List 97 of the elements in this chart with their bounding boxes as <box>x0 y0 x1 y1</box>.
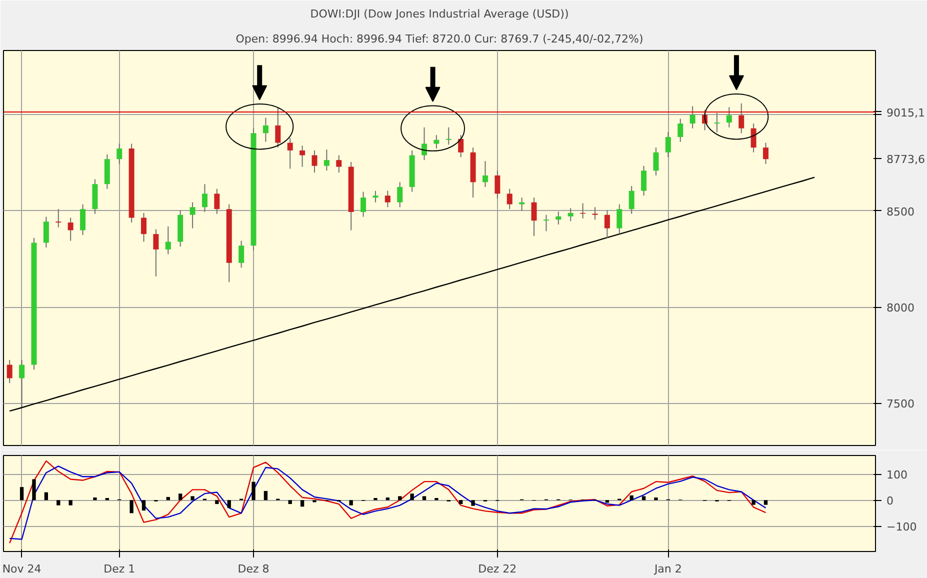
y-tick-label: −100 <box>886 520 917 534</box>
candlestick <box>238 240 244 268</box>
bar <box>764 500 768 505</box>
bar <box>349 500 353 506</box>
candlestick <box>750 123 756 153</box>
candlestick <box>762 142 768 164</box>
candlestick <box>446 126 452 146</box>
candlestick <box>519 197 525 212</box>
bar <box>68 500 72 506</box>
candlestick <box>43 216 49 248</box>
y-tick-label: 0 <box>886 494 894 508</box>
bar <box>752 500 756 505</box>
bar <box>264 490 268 500</box>
x-tick-label: Jan 2 <box>653 562 682 576</box>
candlestick <box>506 188 512 210</box>
bar <box>252 482 256 500</box>
candlestick <box>336 154 342 174</box>
candlestick <box>738 102 744 134</box>
candlestick <box>214 188 220 214</box>
bar <box>20 487 24 500</box>
bar <box>386 498 390 500</box>
candlestick <box>568 208 574 222</box>
candlestick <box>68 217 74 242</box>
candlestick <box>312 150 318 174</box>
bar <box>130 500 134 514</box>
line-series <box>9 176 816 412</box>
candlestick <box>300 145 306 168</box>
candlestick <box>141 212 146 242</box>
candlestick <box>726 106 732 128</box>
bar <box>288 500 292 504</box>
candlestick <box>592 206 598 220</box>
bar <box>422 496 426 500</box>
candlestick <box>153 228 159 277</box>
candlestick <box>641 165 647 196</box>
candlestick <box>372 190 378 203</box>
candlestick <box>494 170 500 200</box>
bar <box>471 500 475 506</box>
bar <box>44 492 48 500</box>
candlestick <box>556 211 562 225</box>
candlestick <box>531 197 537 236</box>
candlestick <box>165 226 171 255</box>
chart-subtitle: Open: 8996.94 Hoch: 8996.94 Tief: 8720.0 Cur: 8769.7 (-245,40/-02,72%) <box>236 32 644 46</box>
candlestick <box>80 204 86 236</box>
candlestick <box>422 126 427 161</box>
bar <box>166 496 170 500</box>
candlestick <box>275 108 281 148</box>
y-tick-label: 8500 <box>886 206 914 218</box>
ref-line-label: 9015,1 <box>886 106 925 120</box>
candlestick <box>543 214 549 232</box>
bar <box>300 500 304 507</box>
bar <box>215 500 219 504</box>
candlestick <box>287 137 293 170</box>
candlestick <box>690 106 696 129</box>
bar <box>642 496 646 500</box>
candlestick <box>6 359 12 384</box>
bar <box>56 500 60 506</box>
candlestick <box>434 134 440 150</box>
candlestick <box>360 191 366 218</box>
y-tick-label: 8000 <box>886 302 914 315</box>
candlestick <box>678 118 684 142</box>
bar <box>32 479 36 500</box>
candlestick <box>56 208 62 228</box>
candlestick <box>714 112 720 133</box>
candlestick <box>19 359 25 408</box>
bar <box>605 500 610 503</box>
bar <box>178 494 182 500</box>
bar <box>93 498 97 500</box>
candlestick <box>202 184 208 212</box>
y-tick-label: 100 <box>886 468 908 482</box>
x-tick-label: Dez 22 <box>478 562 517 576</box>
x-tick-label: Nov 24 <box>2 562 42 576</box>
candlestick <box>458 134 464 158</box>
y-tick-label: 8773,6 <box>886 152 925 166</box>
candlestick <box>616 204 622 234</box>
candlestick <box>116 143 122 164</box>
bar <box>630 495 634 500</box>
bar <box>142 500 146 511</box>
candlestick <box>397 182 403 208</box>
bar <box>398 496 402 500</box>
x-tick-label: Dez 8 <box>238 562 270 576</box>
candlestick <box>262 117 268 142</box>
candlestick <box>190 202 196 229</box>
bar <box>190 496 194 500</box>
bar <box>459 500 463 504</box>
candlestick <box>628 186 634 214</box>
candlestick <box>324 148 330 172</box>
y-tick-label: 7500 <box>886 398 914 411</box>
candlestick <box>653 147 659 176</box>
candlestick <box>482 160 488 188</box>
candlestick <box>384 190 390 208</box>
chart-title: DOWI:DJI (Dow Jones Industrial Average (USD)) <box>310 8 569 20</box>
bar <box>654 498 658 500</box>
candlestick <box>604 210 610 238</box>
bar <box>410 494 414 500</box>
x-tick-label: Dez 1 <box>104 562 136 576</box>
candlestick <box>665 132 671 158</box>
bar <box>227 500 231 508</box>
